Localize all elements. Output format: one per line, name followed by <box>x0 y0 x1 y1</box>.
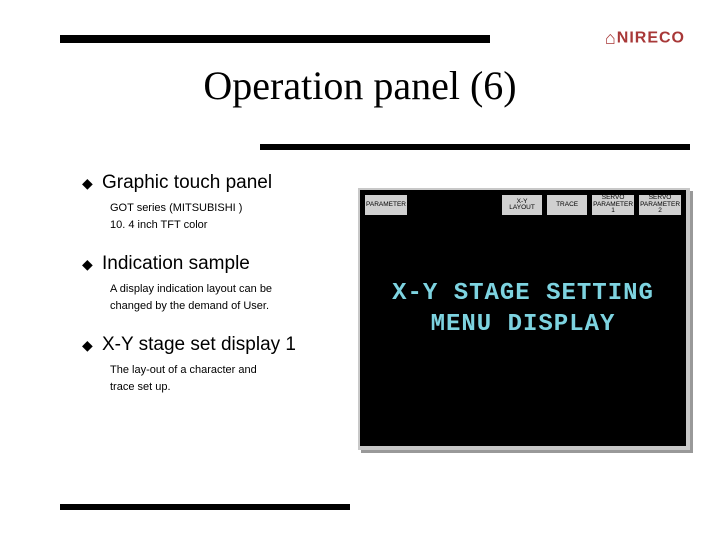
display-line1: X-Y STAGE SETTING <box>370 278 676 309</box>
bullet-icon: ◆ <box>82 172 102 194</box>
logo: ⌂NIRECO <box>605 28 685 49</box>
bullet-head: ◆ Graphic touch panel <box>82 172 352 194</box>
panel-button-parameter[interactable]: PARAMETER <box>364 194 408 216</box>
display-title: X-Y STAGE SETTING MENU DISPLAY <box>360 278 686 340</box>
top-accent-bar <box>60 35 490 43</box>
bullet-icon: ◆ <box>82 253 102 275</box>
bullet-text: X-Y stage set display 1 <box>102 334 352 356</box>
touch-panel-display: PARAMETER X-Y LAYOUT TRACE SERVO PARAMET… <box>358 188 690 450</box>
page-title: Operation panel (6) <box>0 62 720 109</box>
panel-button-servo2[interactable]: SERVO PARAMETER 2 <box>638 194 682 216</box>
logo-mark-icon: ⌂ <box>605 28 617 49</box>
display-screen: PARAMETER X-Y LAYOUT TRACE SERVO PARAMET… <box>360 190 686 446</box>
bullet-text: Indication sample <box>102 253 352 275</box>
panel-button-trace[interactable]: TRACE <box>546 194 588 216</box>
panel-button-xy-layout[interactable]: X-Y LAYOUT <box>501 194 543 216</box>
bullet-icon: ◆ <box>82 334 102 356</box>
logo-text: NIRECO <box>617 30 685 47</box>
panel-button-row: PARAMETER X-Y LAYOUT TRACE SERVO PARAMET… <box>364 194 682 216</box>
bullet-list: ◆ Graphic touch panel GOT series (MITSUB… <box>82 172 352 415</box>
bullet-head: ◆ X-Y stage set display 1 <box>82 334 352 356</box>
mid-accent-bar <box>260 144 690 150</box>
bullet-item: ◆ Indication sample A display indication… <box>82 253 352 314</box>
bullet-item: ◆ X-Y stage set display 1 The lay-out of… <box>82 334 352 395</box>
bullet-sub: A display indication layout can be chang… <box>110 281 352 314</box>
bottom-accent-bar <box>60 504 350 510</box>
panel-button-servo1[interactable]: SERVO PARAMETER 1 <box>591 194 635 216</box>
bullet-sub: The lay-out of a character and trace set… <box>110 362 352 395</box>
bullet-item: ◆ Graphic touch panel GOT series (MITSUB… <box>82 172 352 233</box>
bullet-sub: GOT series (MITSUBISHI ) 10. 4 inch TFT … <box>110 200 352 233</box>
bullet-head: ◆ Indication sample <box>82 253 352 275</box>
display-line2: MENU DISPLAY <box>370 309 676 340</box>
bullet-text: Graphic touch panel <box>102 172 352 194</box>
